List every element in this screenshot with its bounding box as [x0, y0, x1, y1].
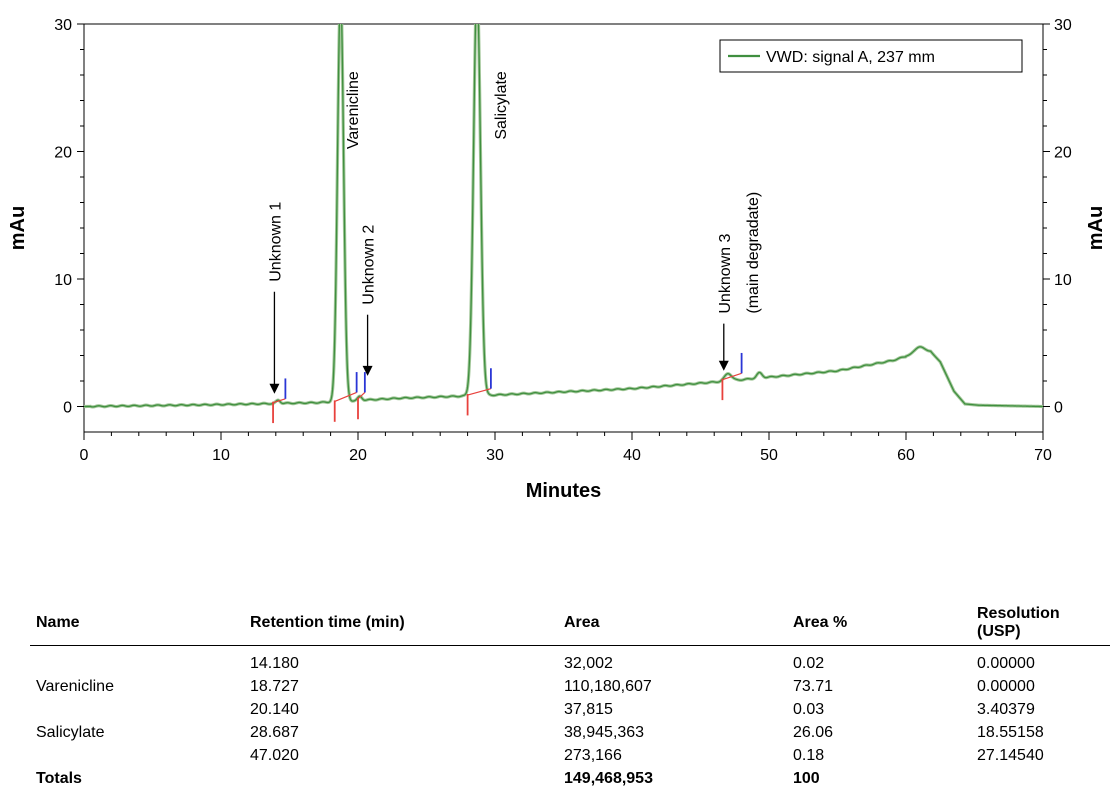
peak-arrow-head: [269, 383, 280, 394]
cell-area-percent: 26.06: [793, 723, 834, 741]
cell-name: [30, 744, 244, 767]
cell-area: 32,002: [564, 654, 613, 672]
cell-name: [30, 646, 244, 676]
results-table: Name Retention time (min) Area Area % Re…: [30, 605, 1110, 790]
integration-baseline: [467, 388, 492, 396]
y-tick-label-right: 10: [1054, 272, 1072, 289]
y-tick-label-left: 20: [54, 145, 72, 162]
totals-area: 149,468,953: [564, 769, 653, 787]
x-tick-label: 30: [486, 447, 504, 464]
cell-resolution: 3.40379: [977, 700, 1035, 718]
table-row: Varenicline 18.727 110,180,607 73.71 0.0…: [30, 675, 1110, 698]
peak-label: Unknown 3: [717, 233, 734, 313]
x-tick-label: 60: [897, 447, 915, 464]
cell-retention-time: 20.140: [250, 700, 299, 718]
legend-box: [719, 39, 1023, 73]
cell-area: 110,180,607: [564, 677, 652, 695]
integration-baseline: [334, 391, 357, 402]
y-tick-label-left: 0: [63, 400, 72, 417]
x-tick-label: 50: [760, 447, 778, 464]
y-tick-label-right: 20: [1054, 145, 1072, 162]
cell-retention-time: 14.180: [250, 654, 299, 672]
peak-label: Salicylate: [493, 71, 510, 140]
table-row: 47.020 273,166 0.18 27.14540: [30, 744, 1110, 767]
totals-area-percent: 100: [793, 769, 820, 787]
cell-resolution: 0.00000: [977, 677, 1035, 695]
y-tick-label-right: 30: [1054, 17, 1072, 34]
totals-retention-time: [244, 767, 558, 790]
table-row: Salicylate 28.687 38,945,363 26.06 18.55…: [30, 721, 1110, 744]
cell-name: [30, 698, 244, 721]
plot-frame: [83, 23, 1044, 433]
x-axis-title: Minutes: [526, 480, 602, 502]
cell-name: Salicylate: [36, 723, 105, 741]
y-axis-title-right: mAu: [1085, 206, 1107, 250]
cell-area-percent: 0.02: [793, 654, 825, 672]
integration-baseline: [722, 372, 742, 381]
header-area: Area: [558, 605, 787, 646]
cell-area: 38,945,363: [564, 723, 645, 741]
x-tick-label: 20: [349, 447, 367, 464]
chromatogram-svg: 0 10 20 30 40 50 60 70 0 0 10 10 20 20 30 30 Minutes mAu m…: [7, 17, 1107, 502]
cell-resolution: 18.55158: [977, 723, 1044, 741]
y-tick-label-left: 30: [54, 17, 72, 34]
y-axis-title-left: mAu: [7, 206, 29, 250]
table-row: 14.180 32,002 0.02 0.00000: [30, 646, 1110, 676]
header-name: Name: [30, 605, 244, 646]
x-tick-label: 10: [212, 447, 230, 464]
cell-name: Varenicline: [36, 677, 114, 695]
peak-label: (main degradate): [745, 192, 762, 314]
table-row: 20.140 37,815 0.03 3.40379: [30, 698, 1110, 721]
peak-label: Unknown 1: [267, 202, 284, 282]
cell-resolution: 0.00000: [977, 654, 1035, 672]
cell-area-percent: 73.71: [793, 677, 834, 695]
integration-baseline: [272, 398, 286, 404]
x-tick-label: 70: [1034, 447, 1052, 464]
cell-resolution: 27.14540: [977, 746, 1044, 764]
header-retention-time: Retention time (min): [244, 605, 558, 646]
signal-trace: [84, 24, 1043, 408]
peak-arrow-head: [718, 360, 729, 371]
header-area-percent: Area %: [787, 605, 971, 646]
cell-retention-time: 47.020: [250, 746, 299, 764]
totals-label: Totals: [36, 769, 82, 787]
peak-label: Varenicline: [345, 71, 362, 149]
totals-resolution: [971, 767, 1110, 790]
cell-retention-time: 28.687: [250, 723, 299, 741]
x-tick-label: 40: [623, 447, 641, 464]
header-resolution: Resolution (USP): [971, 605, 1110, 646]
y-tick-label-left: 10: [54, 272, 72, 289]
cell-area: 37,815: [564, 700, 613, 718]
chromatogram-chart: 0 10 20 30 40 50 60 70 0 0 10 10 20 20 30 30 Minutes mAu m…: [7, 17, 1107, 502]
integration-baseline: [357, 392, 366, 400]
cell-retention-time: 18.727: [250, 677, 299, 695]
cell-area-percent: 0.03: [793, 700, 825, 718]
legend-label: VWD: signal A, 237 mm: [766, 49, 935, 66]
peak-arrow-head: [362, 365, 373, 376]
cell-area-percent: 0.18: [793, 746, 825, 764]
x-tick-label: 0: [80, 447, 89, 464]
cell-area: 273,166: [564, 746, 622, 764]
y-tick-label-right: 0: [1054, 400, 1063, 417]
table-totals-row: Totals 149,468,953 100: [30, 767, 1110, 790]
table-header-row: Name Retention time (min) Area Area % Re…: [30, 605, 1110, 646]
peak-label: Unknown 2: [361, 225, 378, 305]
